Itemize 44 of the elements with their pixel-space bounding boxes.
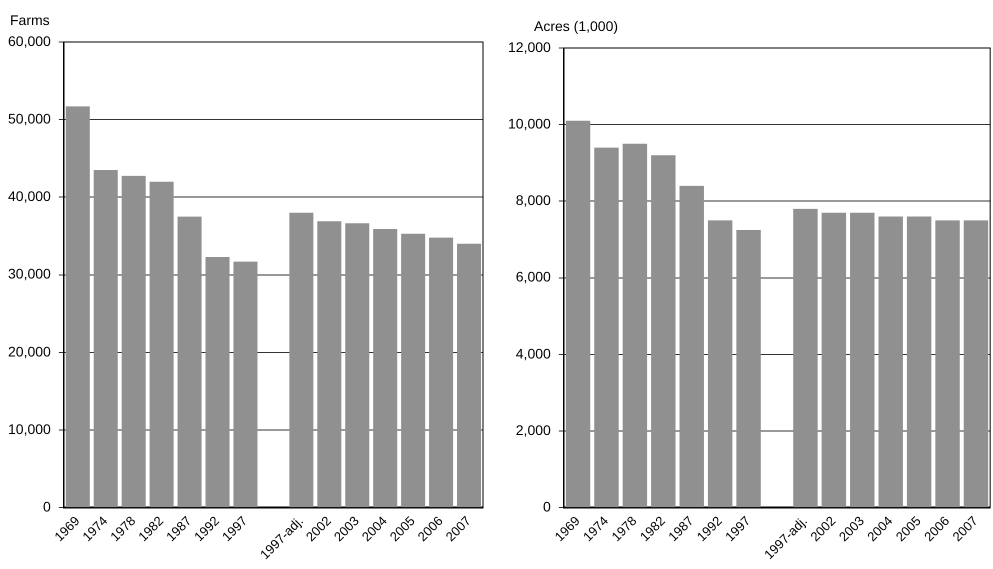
bar bbox=[878, 216, 903, 508]
bar bbox=[317, 221, 342, 508]
bar bbox=[850, 212, 874, 508]
bar bbox=[289, 212, 314, 508]
bar bbox=[429, 238, 454, 508]
bar bbox=[680, 186, 704, 508]
y-axis-title: Farms bbox=[10, 12, 50, 28]
bar bbox=[233, 262, 258, 508]
bar bbox=[373, 229, 398, 508]
bar bbox=[708, 220, 732, 508]
y-tick-label: 0 bbox=[543, 498, 552, 514]
bar bbox=[206, 256, 230, 508]
bar bbox=[906, 216, 932, 508]
y-tick-label: 6,000 bbox=[516, 268, 552, 285]
y-tick-label: 4,000 bbox=[516, 345, 552, 362]
y-tick-label: 0 bbox=[43, 498, 52, 514]
y-tick-label: 10,000 bbox=[508, 115, 552, 132]
bar bbox=[736, 230, 761, 508]
bar bbox=[401, 234, 426, 508]
y-tick-label: 30,000 bbox=[8, 266, 52, 282]
bar bbox=[651, 155, 676, 508]
y-tick-label: 20,000 bbox=[8, 343, 52, 360]
bar bbox=[822, 212, 846, 508]
bar bbox=[964, 220, 988, 508]
y-tick-label: 50,000 bbox=[8, 110, 52, 126]
bar bbox=[178, 216, 202, 508]
y-axis-title: Acres (1,000) bbox=[534, 18, 618, 34]
y-tick-label: 60,000 bbox=[8, 32, 52, 49]
bar bbox=[622, 144, 648, 508]
bar bbox=[66, 106, 90, 508]
bar bbox=[122, 176, 146, 508]
bar bbox=[566, 120, 590, 508]
bar bbox=[150, 182, 174, 508]
y-tick-label: 2,000 bbox=[516, 422, 552, 438]
y-tick-label: 40,000 bbox=[8, 188, 52, 204]
y-tick-label: 12,000 bbox=[508, 38, 552, 55]
bar bbox=[457, 244, 482, 508]
bar bbox=[345, 223, 370, 508]
bar bbox=[935, 220, 960, 508]
bar bbox=[793, 208, 818, 508]
y-tick-label: 8,000 bbox=[516, 192, 552, 208]
y-tick-label: 10,000 bbox=[8, 420, 52, 437]
bar bbox=[594, 148, 619, 508]
bar bbox=[94, 170, 118, 508]
